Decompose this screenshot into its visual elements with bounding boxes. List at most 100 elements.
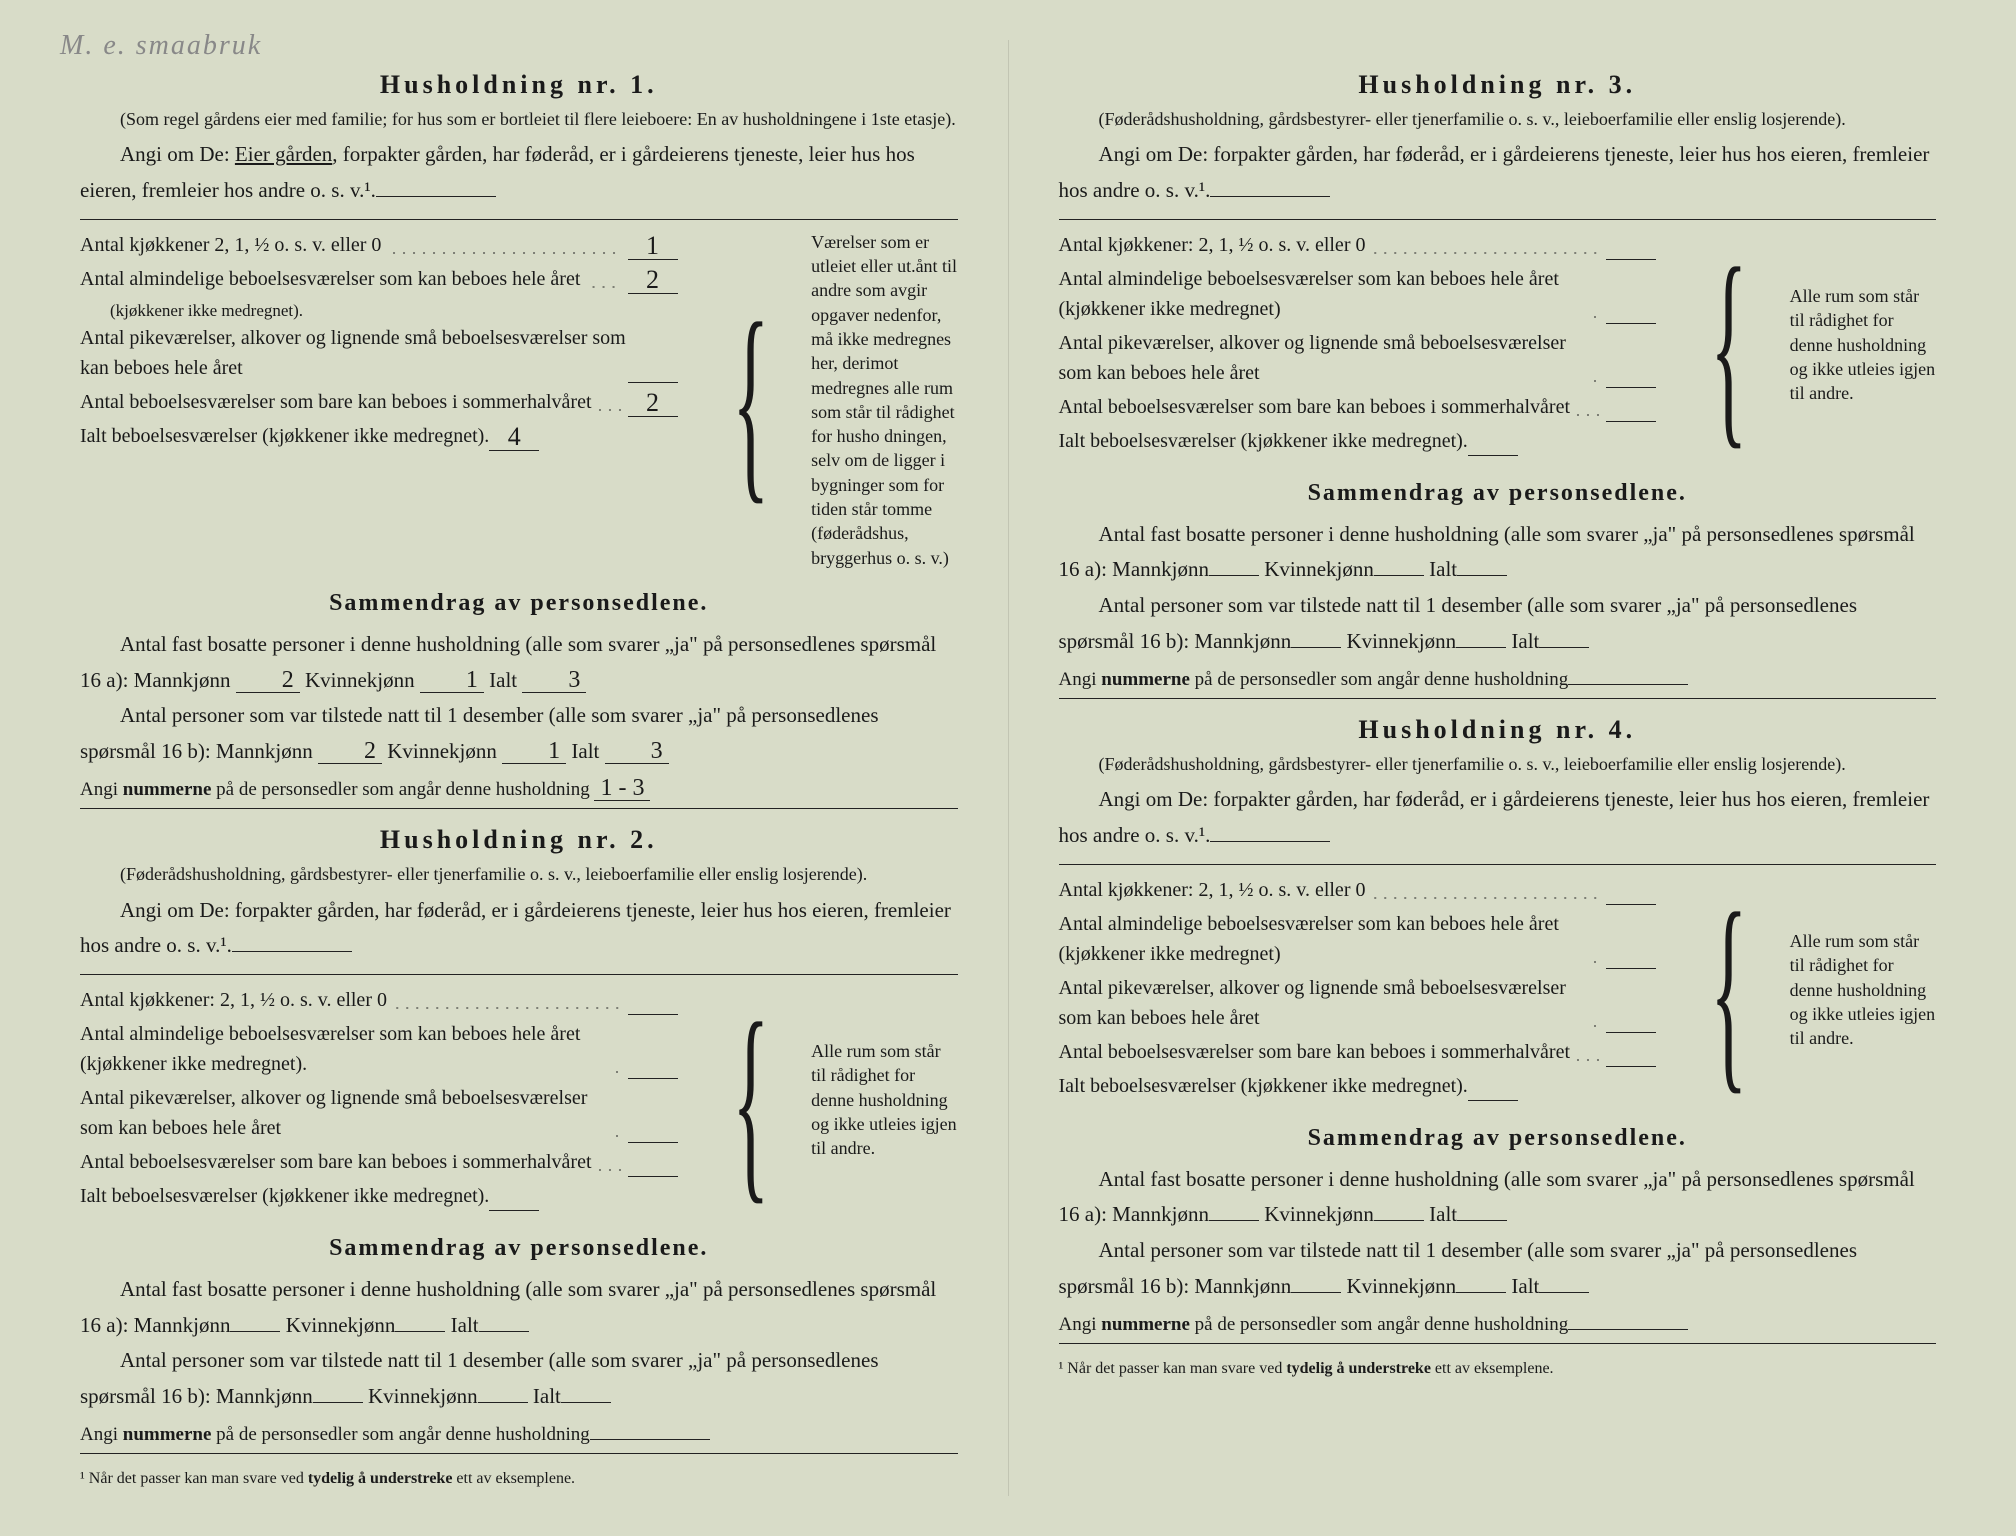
angi-line: Angi om De: Eier gården, forpakter gårde… [80,137,958,208]
kvinne-1 [1374,1220,1424,1221]
kvinne-label: Kvinnekjønn [305,668,415,692]
pike-label: Antal pikeværelser, alkover og lignende … [1059,973,1585,1033]
household-4: Husholdning nr. 4. (Føderådshusholdning,… [1059,715,1937,1344]
household-note: (Føderådshusholdning, gårdsbestyrer- ell… [1059,108,1937,131]
summary-line-2: Antal personer som var tilstede natt til… [1059,588,1937,659]
mann-1 [1209,1220,1259,1221]
rooms-block: Antal kjøkkener: 2, 1, ½ o. s. v. eller … [1059,230,1937,460]
rows: Antal kjøkkener: 2, 1, ½ o. s. v. eller … [1059,875,1657,1105]
sum-text-1: Antal fast bosatte personer i denne hush… [1059,522,1915,582]
ialt-value [1468,455,1518,456]
angi-underlined: Eier gården [235,142,332,166]
sommer-value [1606,1066,1656,1067]
alm-value [628,1078,678,1079]
alm-label: Antal almindelige beboelsesværelser som … [1059,909,1585,969]
pike-value [628,382,678,383]
summary-title: Sammendrag av personsedlene. [1059,480,1937,507]
sum-text-2: Antal personer som var tilstede natt til… [1059,1238,1858,1298]
angi-num-line: Angi nummerne på de personsedler som ang… [80,1421,958,1455]
kvinne-2 [1456,1292,1506,1293]
kitchens-value: 1 [628,233,678,260]
ialt-1 [479,1331,529,1332]
pike-label: Antal pikeværelser, alkover og lignende … [80,1083,606,1143]
angi-text: Angi om De: forpakter gården, har føderå… [80,898,951,958]
rooms-block: Antal kjøkkener: 2, 1, ½ o. s. v. eller … [80,985,958,1215]
sommer-label: Antal beboelsesværelser som bare kan beb… [1059,392,1571,422]
household-title: Husholdning nr. 3. [1059,70,1937,100]
household-1: Husholdning nr. 1. (Som regel gårdens ei… [80,70,958,809]
alm-label: Antal almindelige beboelsesværelser som … [80,264,580,294]
sum-text-2: Antal personer som var tilstede natt til… [80,1348,879,1408]
mann-2 [313,1402,363,1403]
page-right: Husholdning nr. 3. (Føderådshusholdning,… [1009,40,1987,1496]
household-2: Husholdning nr. 2. (Føderådshusholdning,… [80,825,958,1454]
household-title: Husholdning nr. 2. [80,825,958,855]
alm-sub: (kjøkkener ikke medregnet). [110,298,678,324]
kvinne-2: 1 [502,739,566,764]
ialt-value: 4 [489,424,539,451]
ialt-label-2: Ialt [571,739,599,763]
sum-text-1: Antal fast bosatte personer i denne hush… [80,1277,936,1337]
alm-label: Antal almindelige beboelsesværelser som … [1059,264,1585,324]
kitchens-label: Antal kjøkkener: 2, 1, ½ o. s. v. eller … [1059,875,1366,905]
rooms-block: Antal kjøkkener 2, 1, ½ o. s. v. eller 0… [80,230,958,570]
summary-line-1: Antal fast bosatte personer i denne hush… [1059,517,1937,588]
kvinne-label: Kvinnekjønn [1264,1202,1374,1226]
sommer-label: Antal beboelsesværelser som bare kan beb… [80,387,592,417]
ialt-label: Ialt beboelsesværelser (kjøkkener ikke m… [1059,1071,1468,1101]
kvinne-label: Kvinnekjønn [286,1313,396,1337]
pike-label: Antal pikeværelser, alkover og lignende … [80,323,628,383]
rooms-block: Antal kjøkkener: 2, 1, ½ o. s. v. eller … [1059,875,1937,1105]
sommer-value [628,1176,678,1177]
kvinne-label-2: Kvinnekjønn [368,1384,478,1408]
sum-text-2: Antal personer som var tilstede natt til… [1059,593,1858,653]
sommer-value: 2 [628,390,678,417]
page-left: M. e. smaabruk Husholdning nr. 1. (Som r… [30,40,1009,1496]
brace-text: Alle rum som står til rådighet for denne… [1790,929,1936,1050]
alm-value [1606,323,1656,324]
kitchens-value [1606,259,1656,260]
rows: Antal kjøkkener: 2, 1, ½ o. s. v. eller … [1059,230,1657,460]
sommer-label: Antal beboelsesværelser som bare kan beb… [1059,1037,1571,1067]
ialt-label: Ialt beboelsesværelser (kjøkkener ikke m… [80,1181,489,1211]
ialt-1 [1457,575,1507,576]
brace-icon: { [1710,924,1747,1056]
household-title: Husholdning nr. 1. [80,70,958,100]
ialt-value [1468,1100,1518,1101]
angi-line: Angi om De: forpakter gården, har føderå… [1059,137,1937,208]
summary-line-2: Antal personer som var tilstede natt til… [80,1343,958,1414]
brace-text: Alle rum som står til rådighet for denne… [811,1039,957,1160]
sommer-value [1606,421,1656,422]
ialt-2 [1539,647,1589,648]
ialt-value [489,1210,539,1211]
angi-text: Angi om De: forpakter gården, har føderå… [1059,142,1930,202]
brace-icon: { [732,1034,769,1166]
kvinne-1 [395,1331,445,1332]
kitchens-value [628,1014,678,1015]
mann-1 [1209,575,1259,576]
angi-num-line: Angi nummerne på de personsedler som ang… [1059,666,1937,700]
kvinne-1 [1374,575,1424,576]
ialt-label-2: Ialt [1511,1274,1539,1298]
kvinne-2 [478,1402,528,1403]
sommer-label: Antal beboelsesværelser som bare kan beb… [80,1147,592,1177]
mann-1: 2 [236,668,300,693]
ialt-label: Ialt [451,1313,479,1337]
pike-value [1606,387,1656,388]
alm-label: Antal almindelige beboelsesværelser som … [80,1019,606,1079]
brace-text: Værelser som er utleiet eller ut.ånt til… [811,230,957,570]
handwriting-annotation: M. e. smaabruk [60,30,262,62]
kitchens-label: Antal kjøkkener 2, 1, ½ o. s. v. eller 0 [80,230,381,260]
sum-text-1: Antal fast bosatte personer i denne hush… [1059,1167,1915,1227]
kitchens-label: Antal kjøkkener: 2, 1, ½ o. s. v. eller … [1059,230,1366,260]
ialt-label-2: Ialt [1511,629,1539,653]
summary-title: Sammendrag av personsedlene. [80,1235,958,1262]
footnote: ¹ Når det passer kan man svare ved tydel… [80,1470,958,1488]
household-3: Husholdning nr. 3. (Føderådshusholdning,… [1059,70,1937,699]
mann-2 [1291,1292,1341,1293]
summary-title: Sammendrag av personsedlene. [1059,1125,1937,1152]
kvinne-label-2: Kvinnekjønn [387,739,497,763]
mann-2 [1291,647,1341,648]
ialt-label: Ialt beboelsesværelser (kjøkkener ikke m… [80,421,489,451]
ialt-1: 3 [522,668,586,693]
